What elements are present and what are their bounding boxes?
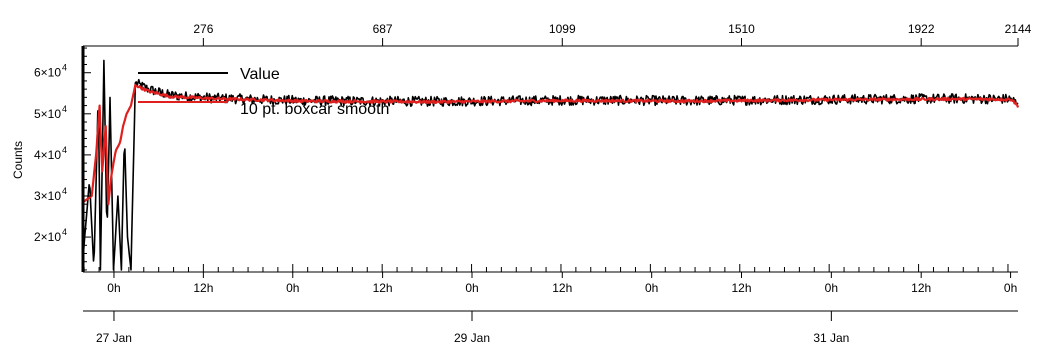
time-tick-label: 0h [286,281,299,295]
legend-label: Value [240,66,280,83]
time-tick-label: 0h [1004,281,1017,295]
y-tick-label: 6×10 [34,66,61,80]
top-tick-label: 2144 [1005,22,1032,36]
top-tick-label: 1922 [908,22,935,36]
y-tick-label: 5×10 [34,107,61,121]
series-line-smooth [82,83,1020,206]
time-tick-label: 12h [911,281,931,295]
series-layer [82,59,1020,271]
y-tick-exponent: 4 [62,227,67,237]
y-tick-label: 2×10 [34,230,61,244]
y-tick-label: 3×10 [34,189,61,203]
legend: Value 10 pt. boxcar smooth [138,66,389,118]
y-axis-title: Counts [11,141,25,179]
top-tick-label: 276 [193,22,213,36]
time-tick-label: 12h [731,281,751,295]
top-tick-label: 1099 [549,22,576,36]
time-tick-label: 0h [107,281,120,295]
date-tick-label: 27 Jan [96,331,132,345]
top-tick-label: 1510 [728,22,755,36]
date-tick-label: 31 Jan [813,331,849,345]
top-tick-label: 687 [373,22,393,36]
time-tick-label: 0h [465,281,478,295]
y-tick-exponent: 4 [62,63,67,73]
time-tick-label: 0h [645,281,658,295]
time-tick-label: 12h [193,281,213,295]
y-tick-label: 4×10 [34,148,61,162]
time-tick-label: 12h [552,281,572,295]
y-tick-exponent: 4 [62,104,67,114]
y-tick-exponent: 4 [62,145,67,155]
time-tick-label: 12h [373,281,393,295]
series-line-value [82,59,1019,271]
legend-label: 10 pt. boxcar smooth [240,101,389,118]
y-tick-exponent: 4 [62,186,67,196]
date-tick-label: 29 Jan [454,331,490,345]
time-tick-label: 0h [825,281,838,295]
